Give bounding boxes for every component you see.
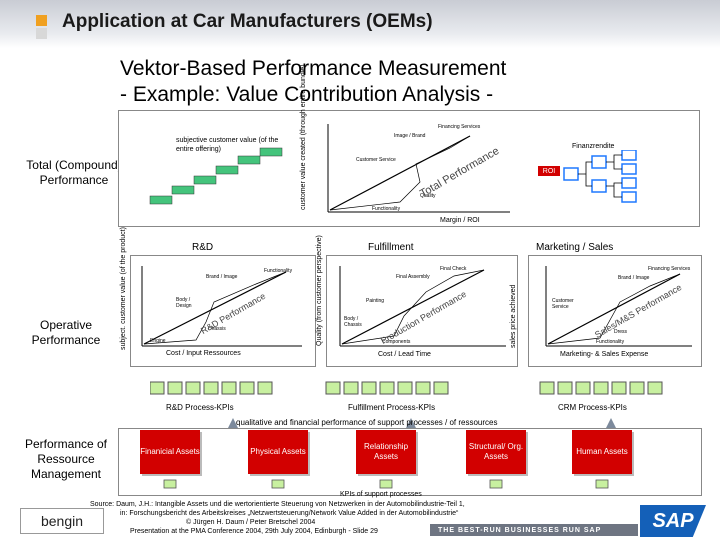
top-y-axis-label: customer value created (through entire b… (300, 64, 307, 210)
sap-logo: SAP (640, 505, 706, 537)
finanzrendite-label: Finanzrendite (572, 143, 615, 150)
rd-component-path (143, 271, 287, 345)
fulfillment-section-title: Fulfillment (368, 242, 414, 253)
title-accent-square (36, 15, 47, 26)
roi-tree-root (563, 167, 579, 181)
roi-tree-node-2 (591, 179, 607, 193)
roi-tree-leaf-2 (621, 163, 637, 175)
fulfillment-label-final-assembly: Final Assembly (396, 274, 430, 280)
asset-human: Human Assets (572, 430, 632, 474)
asset-structural: Structural/ Org. Assets (466, 430, 526, 474)
fulfillment-x-axis-label: Cost / Lead Time (378, 351, 431, 358)
marketing-kpi-boxes (539, 381, 663, 395)
marketing-y-axis-label: sales price achieved (510, 284, 517, 348)
top-total-vector (329, 135, 471, 211)
roi-tree-leaf-4 (621, 191, 637, 203)
rd-label-brand: Brand / Image (206, 274, 238, 280)
title-bar (0, 0, 720, 48)
copyright: © Jürgen H. Daum / Peter Bretschel 2004 (186, 519, 316, 526)
fulfillment-kpi-label: Fulfillment Process-KPIs (348, 403, 436, 412)
kpi-box-row (149, 374, 680, 404)
marketing-label-brand: Brand / Image (618, 275, 650, 281)
rd-chart (136, 262, 306, 352)
roi-tree-leaf-1 (621, 149, 637, 161)
step-2 (171, 185, 195, 195)
step-3 (193, 175, 217, 185)
fulfillment-label-final-check: Final Check (440, 266, 467, 272)
step-6 (259, 147, 283, 157)
asset-financial: Finanicial Assets (140, 430, 200, 474)
top-label-image-brand: Image / Brand (394, 133, 426, 139)
rd-kpi-boxes (149, 381, 273, 395)
asset-physical: Physical Assets (248, 430, 308, 474)
marketing-x-axis-label: Marketing- & Sales Expense (560, 351, 649, 358)
presentation-note: Presentation at the PMA Conference 2004,… (130, 528, 378, 535)
roi-tree (562, 149, 662, 204)
marketing-section-title: Marketing / Sales (536, 242, 614, 253)
marketing-chart (540, 262, 696, 352)
support-kpi-row (150, 478, 690, 490)
fulfillment-label-components: Components (382, 339, 411, 345)
asset-relationship: Relationship Assets (356, 430, 416, 474)
slide-subtitle: Vektor-Based Performance Measurement - E… (120, 56, 610, 108)
page-title: Application at Car Manufacturers (OEMs) (62, 11, 433, 32)
top-vector-chart (320, 118, 520, 218)
top-label-customer: Customer Service (356, 157, 396, 163)
subtitle-line-1: Vektor-Based Performance Measurement (120, 57, 507, 80)
rd-label-body: Body / Design (176, 297, 192, 309)
source-line-2: in: Forschungsbericht des Arbeitskreises… (120, 510, 459, 517)
fulfillment-label-painting: Painting (366, 298, 385, 304)
operative-performance-label: Operative Performance (31, 318, 101, 347)
resource-performance-label: Performance of Ressource Management (24, 437, 108, 481)
source-line-1: Source: Daum, J.H.: Intangible Assets un… (90, 501, 465, 508)
support-kpi-label: KPIs of support processes (340, 491, 422, 498)
rd-label-functionality: Functionality (264, 268, 293, 274)
step-1 (149, 195, 173, 205)
fulfillment-chart (334, 262, 510, 352)
step-5 (237, 155, 261, 165)
fulfillment-component-path (341, 269, 485, 345)
fulfillment-panel (326, 255, 518, 367)
roi-box: ROI (538, 166, 560, 176)
fulfillment-total-vector (341, 269, 485, 345)
marketing-label-functionality: Functionality (596, 339, 625, 345)
fulfillment-y-axis-label: Quality (from customer perspective) (316, 235, 323, 346)
top-component-path (329, 135, 471, 211)
rd-x-axis-label: Cost / Input Ressources (166, 350, 241, 357)
top-x-axis-label: Margin / ROI (440, 217, 480, 224)
marketing-label-dress: Dress (614, 329, 628, 335)
marketing-label-financing: Financing Services (648, 266, 691, 272)
roi-tree-node-1 (591, 155, 607, 169)
rd-section-title: R&D (192, 242, 214, 253)
step-chart-caption: subjective customer value (of the entire… (176, 137, 279, 153)
rd-kpi-label: R&D Process-KPIs (166, 403, 234, 412)
step-chart-svg (149, 147, 283, 205)
rd-panel (130, 255, 316, 367)
top-label-functionality: Functionality (372, 206, 401, 212)
fulfillment-label-body-chassis: Body / Chassis (344, 316, 362, 328)
title-accent-square-grey (36, 28, 47, 39)
step-4 (215, 165, 239, 175)
marketing-kpi-label: CRM Process-KPIs (558, 403, 627, 412)
rd-label-engine: Engine (150, 338, 166, 344)
marketing-total-vector (547, 273, 681, 345)
top-label-financing: Financing Services (438, 124, 481, 130)
rd-total-vector (143, 271, 287, 345)
step-chart (140, 136, 300, 208)
roi-tree-lines (578, 154, 622, 198)
fulfillment-kpi-boxes (325, 381, 449, 395)
top-label-quality: Quality (420, 193, 436, 199)
qualitative-caption: qualitative and financial performance of… (236, 418, 498, 427)
marketing-label-customer: Customer Service (552, 298, 574, 310)
marketing-component-path (547, 273, 681, 345)
rd-label-chassis: Chassis (208, 326, 226, 332)
total-performance-label: Total (Compound) Performance (26, 158, 122, 187)
subtitle-line-2: - Example: Value Contribution Analysis - (120, 83, 494, 106)
sap-slogan: THE BEST-RUN BUSINESSES RUN SAP (430, 524, 638, 536)
roi-tree-leaf-3 (621, 177, 637, 189)
rd-y-axis-label: subject. customer value (of the product) (120, 227, 127, 350)
bengin-logo: bengin (20, 508, 104, 534)
